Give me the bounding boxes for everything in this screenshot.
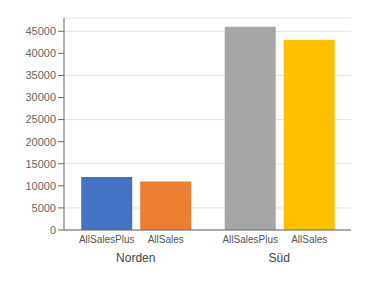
svg-text:30000: 30000	[25, 91, 56, 103]
svg-text:20000: 20000	[25, 136, 56, 148]
svg-text:AllSalesPlus: AllSalesPlus	[79, 234, 135, 245]
svg-text:15000: 15000	[25, 158, 56, 170]
svg-text:5000: 5000	[32, 202, 56, 214]
svg-text:0: 0	[50, 224, 56, 236]
svg-text:25000: 25000	[25, 113, 56, 125]
svg-text:Norden: Norden	[116, 251, 155, 265]
svg-text:AllSales: AllSales	[148, 234, 184, 245]
svg-text:AllSalesPlus: AllSalesPlus	[222, 234, 278, 245]
svg-text:Süd: Süd	[269, 251, 290, 265]
svg-text:45000: 45000	[25, 25, 56, 37]
svg-text:10000: 10000	[25, 180, 56, 192]
svg-text:AllSales: AllSales	[291, 234, 327, 245]
svg-text:35000: 35000	[25, 69, 56, 81]
svg-text:40000: 40000	[25, 47, 56, 59]
